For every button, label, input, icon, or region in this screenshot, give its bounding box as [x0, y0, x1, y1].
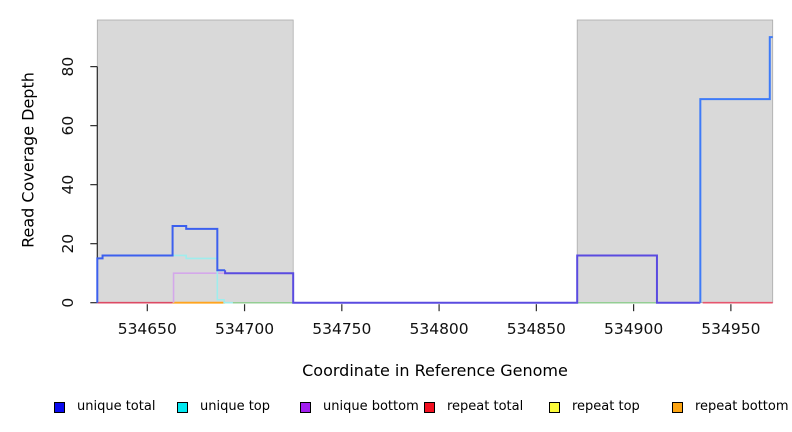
y-tick-label: 20: [59, 234, 77, 254]
series-line-unique-total-right: [699, 36, 773, 303]
legend-label: unique top: [200, 399, 271, 414]
legend-swatch-icon: [300, 401, 311, 413]
x-tick-label: 534750: [312, 320, 371, 338]
series-line-unique-total-left: [96, 224, 226, 303]
series-line-unique-top-visible: [172, 254, 233, 304]
legend: unique total unique top unique bottom repea…: [0, 399, 792, 419]
legend-item-unique-total: unique total: [54, 399, 155, 415]
legend-swatch-icon: [549, 401, 560, 413]
legend-label: repeat total: [447, 399, 524, 414]
legend-label: unique bottom: [323, 399, 419, 414]
legend-item-repeat-total: repeat total: [424, 399, 523, 415]
legend-swatch-icon: [54, 401, 65, 413]
x-tick-label: 534700: [215, 320, 274, 338]
legend-swatch-icon: [424, 401, 435, 413]
legend-item-unique-bottom: unique bottom: [300, 399, 419, 415]
y-tick-label: 0: [59, 298, 77, 308]
legend-item-repeat-bottom: repeat bottom: [672, 399, 789, 415]
legend-swatch-icon: [672, 401, 683, 413]
x-tick-label: 534950: [701, 320, 760, 338]
x-tick-label: 534850: [507, 320, 566, 338]
y-axis-title: Read Coverage Depth: [18, 72, 38, 248]
series-line-total-bottom-overlap: [224, 254, 701, 304]
x-tick-label: 534650: [118, 320, 177, 338]
series-line-unique-bottom-visible: [172, 272, 226, 303]
legend-swatch-icon: [177, 401, 188, 413]
x-axis-title: Coordinate in Reference Genome: [302, 361, 568, 380]
legend-item-unique-top: unique top: [177, 399, 270, 415]
legend-label: unique total: [77, 399, 156, 414]
y-tick-label: 40: [59, 175, 77, 195]
y-tick-label: 80: [59, 57, 77, 77]
left-gray-region: [96, 19, 294, 304]
legend-label: repeat bottom: [695, 399, 789, 414]
legend-label: repeat top: [572, 399, 640, 414]
x-tick-label: 534800: [409, 320, 468, 338]
x-tick-label: 534900: [604, 320, 663, 338]
right-gray-region: [576, 19, 774, 304]
y-tick-label: 60: [59, 116, 77, 136]
legend-item-repeat-top: repeat top: [549, 399, 640, 415]
